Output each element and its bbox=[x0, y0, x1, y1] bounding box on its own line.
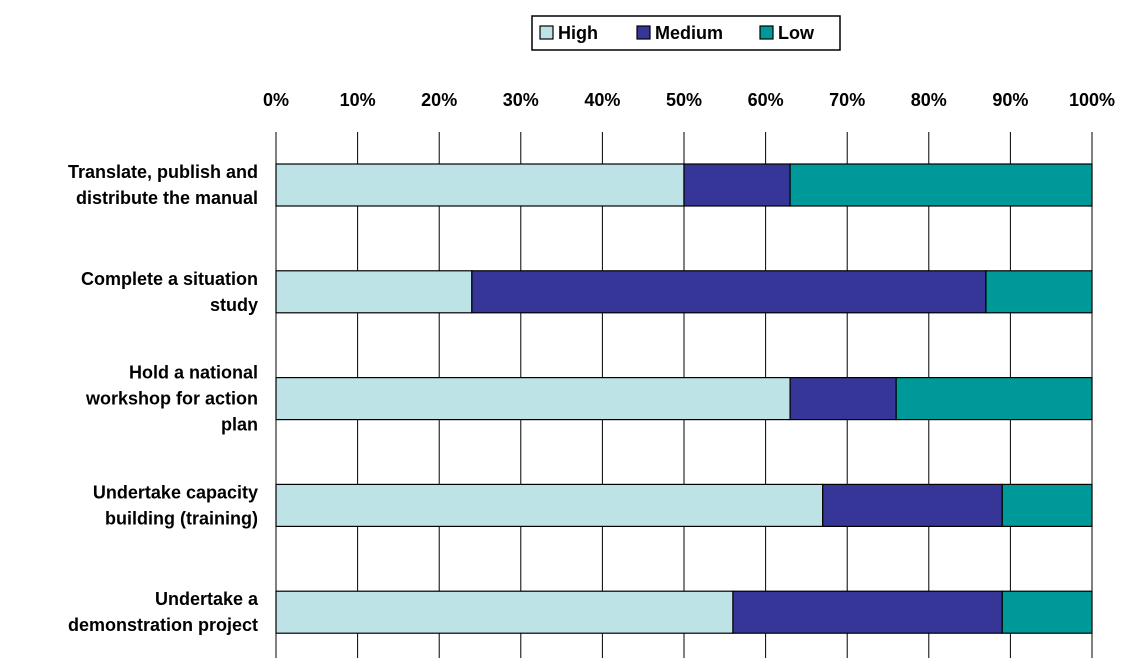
category-label-line: distribute the manual bbox=[76, 188, 258, 208]
x-tick-label: 20% bbox=[421, 90, 457, 110]
legend-swatch-medium bbox=[636, 25, 651, 40]
bar-medium-0 bbox=[683, 163, 791, 207]
bars bbox=[275, 163, 1093, 634]
bar-medium-3 bbox=[822, 483, 1003, 527]
bar-medium-1 bbox=[471, 270, 987, 314]
x-tick-label: 0% bbox=[263, 90, 289, 110]
x-axis-tick-labels: 0% 10% 20% 30% 40% 50% 60% 70% 80% 90% 100% bbox=[263, 90, 1115, 110]
category-label-line: Hold a national bbox=[129, 363, 258, 383]
bar-low-1 bbox=[985, 270, 1093, 314]
category-label-line: Complete a situation bbox=[81, 269, 258, 289]
x-tick-label: 80% bbox=[911, 90, 947, 110]
legend-box bbox=[531, 15, 841, 51]
x-tick-label: 10% bbox=[340, 90, 376, 110]
category-label-line: study bbox=[210, 295, 258, 315]
category-label-line: workshop for action bbox=[85, 389, 258, 409]
x-tick-label: 30% bbox=[503, 90, 539, 110]
category-label-line: Translate, publish and bbox=[68, 162, 258, 182]
bar-high-1 bbox=[275, 270, 473, 314]
category-label-line: demonstration project bbox=[68, 615, 258, 635]
x-tick-label: 100% bbox=[1069, 90, 1115, 110]
x-tick-label: 70% bbox=[829, 90, 865, 110]
category-label-line: Undertake capacity bbox=[93, 482, 258, 502]
legend-label-low: Low bbox=[778, 23, 815, 43]
bar-high-3 bbox=[275, 483, 824, 527]
bar-low-0 bbox=[789, 163, 1093, 207]
x-tick-label: 50% bbox=[666, 90, 702, 110]
x-tick-label: 90% bbox=[992, 90, 1028, 110]
bar-low-3 bbox=[1001, 483, 1093, 527]
category-label: Translate, publish and distribute the man… bbox=[68, 162, 258, 208]
legend-label-medium: Medium bbox=[655, 23, 723, 43]
category-label: Complete a situation study bbox=[81, 269, 258, 315]
category-label-line: plan bbox=[221, 415, 258, 435]
legend-swatch-high bbox=[539, 25, 554, 40]
category-labels: Translate, publish and distribute the man… bbox=[68, 162, 259, 635]
bar-low-4 bbox=[1001, 590, 1093, 634]
bar-high-4 bbox=[275, 590, 734, 634]
bar-high-2 bbox=[275, 377, 791, 421]
bar-low-2 bbox=[895, 377, 1093, 421]
bar-high-0 bbox=[275, 163, 685, 207]
category-label-line: Undertake a bbox=[155, 589, 259, 609]
x-tick-label: 60% bbox=[748, 90, 784, 110]
legend-label-high: High bbox=[558, 23, 598, 43]
legend-swatch-low bbox=[759, 25, 774, 40]
bar-medium-2 bbox=[789, 377, 897, 421]
bar-medium-4 bbox=[732, 590, 1003, 634]
x-tick-label: 40% bbox=[584, 90, 620, 110]
category-label: Hold a national workshop for action plan bbox=[85, 363, 258, 435]
legend: High Medium Low bbox=[531, 15, 841, 51]
category-label: Undertake a demonstration project bbox=[68, 589, 259, 635]
category-label: Undertake capacity building (training) bbox=[93, 482, 258, 528]
category-label-line: building (training) bbox=[105, 508, 258, 528]
